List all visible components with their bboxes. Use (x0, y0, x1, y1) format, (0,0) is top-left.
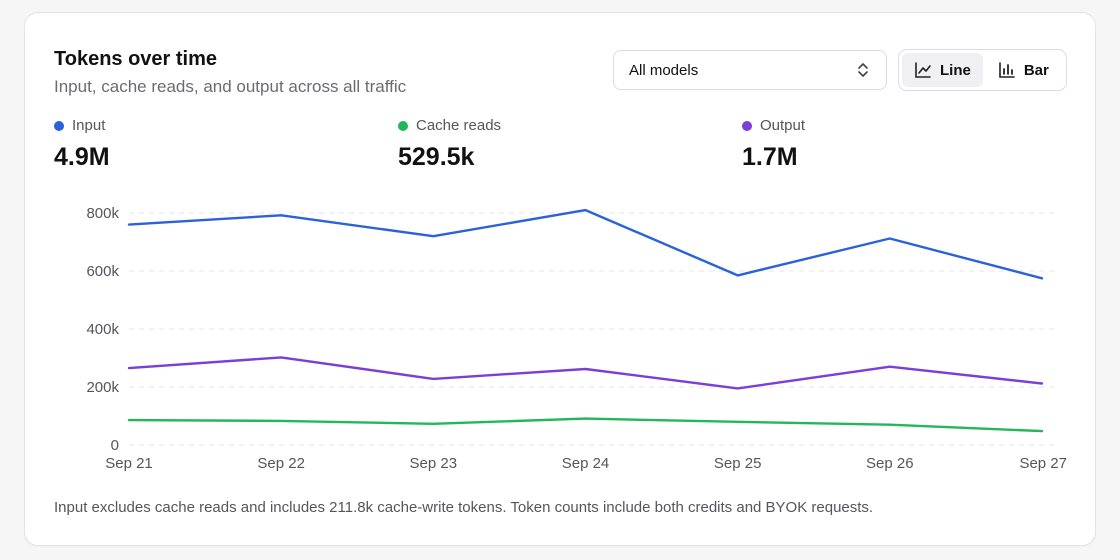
input-legend-dot (54, 120, 64, 131)
series-line-output (127, 356, 1044, 390)
view-toggle: Line Bar (898, 49, 1067, 91)
metric-cache-reads-value: 529.5k (398, 143, 475, 171)
x-tick-label-1: Sep 22 (257, 455, 305, 472)
x-tick-label-4: Sep 25 (714, 455, 762, 472)
bar-view-button[interactable]: Bar (986, 53, 1061, 87)
card-subtitle: Input, cache reads, and output across al… (54, 77, 407, 96)
tokens-card: Tokens over time Input, cache reads, and… (24, 12, 1096, 546)
line-view-label: Line (940, 61, 971, 79)
series-line-cache-reads (127, 417, 1044, 433)
line-view-button[interactable]: Line (902, 53, 983, 87)
y-tick-label-3: 600k (86, 263, 119, 280)
y-tick-label-2: 400k (86, 321, 119, 338)
footnote: Input excludes cache reads and includes … (54, 499, 874, 516)
y-tick-label-0: 0 (111, 437, 119, 454)
x-tick-label-2: Sep 23 (410, 455, 458, 472)
x-tick-label-6: Sep 27 (1019, 455, 1067, 472)
line-chart-icon (915, 62, 931, 78)
metric-cache-reads: Cache reads 529.5k (398, 117, 501, 172)
x-tick-label-3: Sep 24 (562, 455, 610, 472)
metric-output: Output 1.7M (742, 117, 805, 172)
tokens-line-chart: 0 200k 400k 600k 800k Sep 21 Sep 22 Sep 23 Sep 2… (86, 205, 1067, 472)
output-legend-dot (742, 120, 752, 131)
metric-input: Input 4.9M (54, 117, 110, 172)
metric-output-label: Output (760, 117, 806, 134)
x-tick-label-5: Sep 26 (866, 455, 914, 472)
cache-reads-legend-dot (398, 120, 408, 131)
x-tick-label-0: Sep 21 (105, 455, 153, 472)
model-select-value: All models (629, 61, 699, 79)
metric-input-label: Input (72, 117, 106, 134)
chevron-up-down-icon (858, 63, 868, 77)
model-select[interactable]: All models (613, 50, 887, 90)
bar-view-label: Bar (1023, 61, 1049, 79)
card-title: Tokens over time (54, 48, 218, 70)
metric-output-value: 1.7M (742, 143, 798, 171)
metric-cache-reads-label: Cache reads (416, 117, 502, 134)
bar-chart-icon (999, 62, 1015, 78)
series-line-input (127, 208, 1044, 280)
metric-input-value: 4.9M (54, 143, 110, 171)
y-tick-label-1: 200k (86, 379, 119, 396)
y-tick-label-4: 800k (86, 205, 119, 222)
